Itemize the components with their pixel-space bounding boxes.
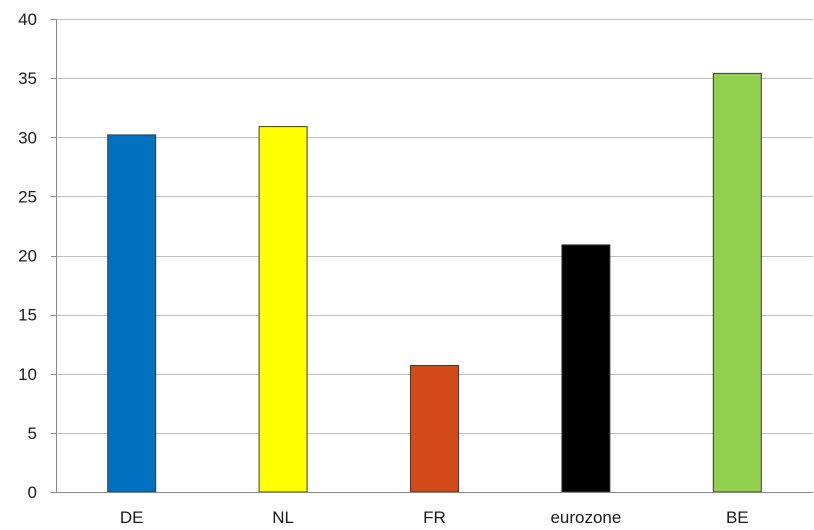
bar-eurozone <box>561 244 611 493</box>
x-tick-label: DE <box>120 508 144 527</box>
x-tick-label: NL <box>272 508 294 527</box>
bar-nl <box>258 126 308 493</box>
axes <box>51 19 813 493</box>
x-tick-label: BE <box>726 508 749 527</box>
y-tick-label: 0 <box>28 483 37 502</box>
y-tick-label: 20 <box>18 247 37 266</box>
y-tick-label: 30 <box>18 128 37 147</box>
x-axis-tick-labels: DE NL FR eurozone BE <box>120 508 749 527</box>
bar-be <box>712 72 762 493</box>
bar-fr <box>410 364 459 493</box>
x-tick-label: eurozone <box>550 508 621 527</box>
y-axis-tick-labels: 0 5 10 15 20 25 30 35 40 <box>18 10 37 502</box>
gridlines <box>56 19 813 434</box>
bars <box>107 72 762 493</box>
y-tick-label: 10 <box>18 365 37 384</box>
y-tick-label: 25 <box>18 187 37 206</box>
y-tick-label: 5 <box>28 424 37 443</box>
y-tick-label: 15 <box>18 306 37 325</box>
y-tick-label: 35 <box>18 69 37 88</box>
x-tick-label: FR <box>423 508 446 527</box>
bar-de <box>107 134 157 493</box>
y-tick-label: 40 <box>18 10 37 29</box>
